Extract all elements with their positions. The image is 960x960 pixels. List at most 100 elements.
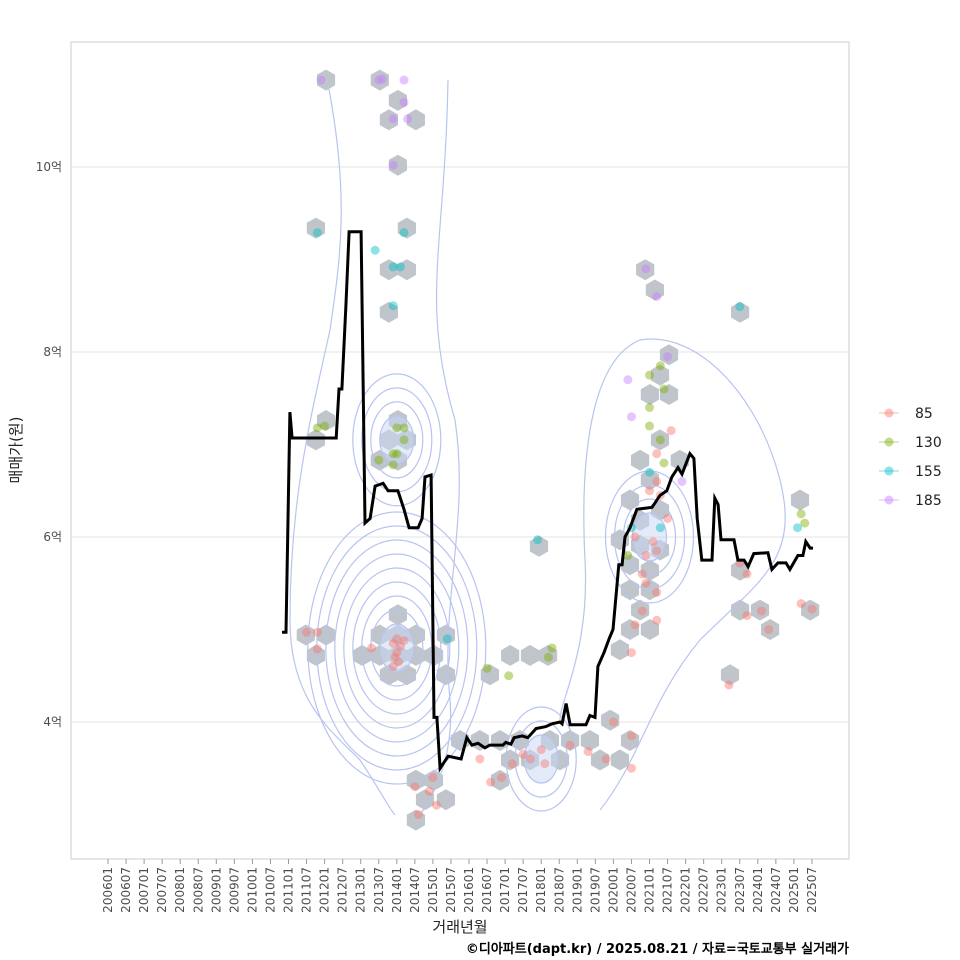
data-point-130 bbox=[645, 421, 654, 431]
hexbin bbox=[436, 789, 455, 811]
data-point-85 bbox=[395, 641, 405, 651]
x-tick-label: 202201 bbox=[679, 867, 693, 913]
data-point-130 bbox=[796, 509, 806, 519]
data-point-130 bbox=[482, 663, 492, 673]
data-point-185 bbox=[641, 264, 651, 274]
data-point-155 bbox=[388, 262, 398, 272]
data-point-185 bbox=[316, 75, 326, 85]
x-tick-label: 202101 bbox=[643, 867, 657, 913]
data-point-85 bbox=[399, 636, 409, 646]
hexbin bbox=[610, 749, 629, 771]
y-tick-label: 4억 bbox=[43, 715, 62, 729]
data-point-85 bbox=[428, 773, 438, 782]
hexbin bbox=[296, 624, 315, 646]
x-tick-label: 202301 bbox=[715, 867, 729, 913]
hexbin bbox=[397, 217, 416, 239]
hexbin bbox=[539, 644, 558, 666]
hexbin bbox=[620, 730, 640, 751]
x-tick-label: 200801 bbox=[173, 867, 187, 913]
hexbin bbox=[406, 109, 425, 131]
data-point-155 bbox=[533, 535, 543, 545]
data-point-85 bbox=[666, 426, 676, 436]
x-tick-label: 200907 bbox=[227, 867, 241, 913]
data-point-130 bbox=[312, 423, 322, 433]
data-point-130 bbox=[547, 643, 557, 653]
density-contour bbox=[334, 553, 460, 743]
x-tick-label: 202207 bbox=[697, 867, 711, 913]
hexbin bbox=[388, 154, 407, 176]
data-point-185 bbox=[388, 114, 398, 124]
x-tick-label: 201307 bbox=[372, 867, 386, 913]
hexbin bbox=[370, 69, 389, 91]
hexbin bbox=[650, 364, 670, 386]
hexbin bbox=[610, 639, 629, 661]
x-tick-label: 200807 bbox=[191, 867, 205, 913]
hexbin bbox=[731, 301, 750, 323]
hexbin bbox=[659, 384, 679, 405]
hexbin bbox=[731, 559, 750, 581]
hexbin bbox=[520, 644, 540, 666]
hexbin bbox=[640, 619, 659, 640]
data-point-85 bbox=[565, 740, 575, 750]
x-axis-ticks: 200601 200607 200701 200707 200801 200807 2009… bbox=[101, 859, 819, 913]
data-point-85 bbox=[432, 800, 442, 810]
data-point-130 bbox=[392, 423, 402, 433]
legend-label: 155 bbox=[915, 464, 942, 480]
hexbin bbox=[317, 410, 336, 431]
data-point-185 bbox=[374, 75, 384, 85]
data-point-85 bbox=[413, 810, 423, 819]
legend-key-point bbox=[884, 437, 894, 447]
hexbin bbox=[631, 449, 650, 471]
data-point-155 bbox=[442, 634, 452, 644]
data-point-130 bbox=[392, 449, 402, 459]
x-tick-label: 202307 bbox=[733, 867, 747, 913]
data-point-85 bbox=[764, 625, 774, 634]
data-point-85 bbox=[652, 449, 662, 459]
y-tick-label: 8억 bbox=[43, 345, 62, 359]
x-tick-label: 201407 bbox=[408, 867, 422, 913]
x-tick-label: 201507 bbox=[444, 867, 458, 913]
x-tick-label: 202407 bbox=[769, 867, 783, 913]
density-contour bbox=[370, 401, 424, 479]
density-contour bbox=[514, 720, 568, 798]
density-contour bbox=[325, 539, 469, 757]
data-point-185 bbox=[652, 292, 662, 301]
legend-label: 130 bbox=[915, 435, 942, 451]
x-tick-label: 200607 bbox=[119, 867, 133, 913]
data-point-130 bbox=[320, 421, 330, 431]
hexbin bbox=[317, 69, 336, 91]
data-point-85 bbox=[626, 731, 636, 741]
y-tick-label: 6억 bbox=[43, 530, 62, 544]
caption: ©디아파트(dapt.kr) / 2025.08.21 / 자료=국토교통부 실… bbox=[466, 941, 849, 957]
hexbin bbox=[491, 769, 510, 791]
hexbin bbox=[640, 384, 659, 405]
data-point-85 bbox=[608, 717, 618, 727]
data-point-155 bbox=[312, 228, 322, 238]
x-tick-label: 201707 bbox=[516, 867, 530, 913]
density-contour bbox=[307, 511, 487, 785]
data-point-185 bbox=[388, 160, 398, 170]
x-tick-label: 202007 bbox=[624, 867, 638, 913]
density-contour bbox=[559, 338, 786, 811]
hexbin bbox=[640, 579, 659, 601]
x-tick-label: 202507 bbox=[805, 867, 819, 913]
data-point-85 bbox=[392, 634, 402, 644]
data-point-85 bbox=[540, 759, 550, 769]
x-tick-label: 202107 bbox=[661, 867, 675, 913]
hexbin bbox=[631, 599, 650, 621]
density-contour bbox=[379, 415, 415, 465]
data-point-130 bbox=[623, 551, 633, 560]
data-point-130 bbox=[374, 455, 384, 465]
hexbin bbox=[731, 599, 750, 621]
hexbin bbox=[590, 749, 610, 771]
hexbin bbox=[501, 749, 520, 771]
data-point-85 bbox=[390, 652, 400, 662]
legend-key-point bbox=[884, 495, 894, 505]
hexbin bbox=[306, 429, 325, 451]
hexbin bbox=[659, 344, 679, 366]
density-contour bbox=[343, 567, 451, 729]
data-point-85 bbox=[312, 627, 322, 637]
legend-label: 85 bbox=[915, 406, 933, 422]
hexbin bbox=[645, 279, 664, 301]
data-point-130 bbox=[399, 423, 409, 433]
